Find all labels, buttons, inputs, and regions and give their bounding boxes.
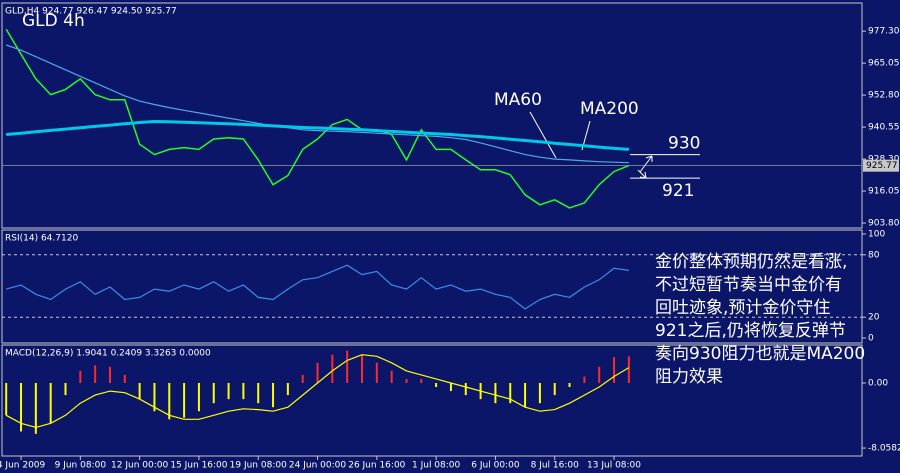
y-tick-label: -8.0582 <box>868 444 900 454</box>
y-tick-label: 80 <box>868 250 880 260</box>
ma-label: MA60 <box>494 90 542 110</box>
y-tick-label: 928.30 <box>868 155 900 165</box>
x-tick-label: 13 Jul 08:00 <box>587 461 641 471</box>
chart-subtitle: GLD,H4 924.77 926.47 924.50 925.77 <box>5 7 177 17</box>
x-tick-label: 9 Jun 08:00 <box>55 461 107 471</box>
ma-label: MA200 <box>580 99 639 119</box>
y-tick-label: 977.30 <box>868 27 900 37</box>
rsi-title: RSI(14) 64.7120 <box>5 234 78 244</box>
level-label: 921 <box>662 181 694 201</box>
macd-title: MACD(12,26,9) 1.9041 0.2409 3.3263 0.000… <box>5 349 211 359</box>
x-tick-label: 1 Jul 08:00 <box>412 461 461 471</box>
macd-panel <box>1 344 863 457</box>
x-tick-label: 8 Jul 16:00 <box>531 461 580 471</box>
arrow <box>637 155 653 179</box>
y-tick-label: 20 <box>868 313 880 323</box>
pointer <box>529 111 557 159</box>
y-tick-label: 940.55 <box>868 123 900 133</box>
rsi-panel <box>1 229 863 344</box>
price-panel <box>1 2 863 229</box>
x-tick-label: 15 Jun 16:00 <box>170 461 227 471</box>
x-tick-label: 26 Jun 16:00 <box>348 461 405 471</box>
note-line: 奏向930阻力也就是MA200 <box>655 344 865 364</box>
series-line <box>6 44 629 164</box>
x-tick-label: 6 Jul 00:00 <box>471 461 520 471</box>
series-line <box>5 28 630 209</box>
x-tick-label: 4 Jun 2009 <box>0 461 46 471</box>
y-tick-label: 0.00 <box>868 378 888 388</box>
level-label: 930 <box>668 134 700 154</box>
note-line: 回吐迹象,预计金价守住 <box>655 298 830 318</box>
y-tick-label: 916.05 <box>868 187 900 197</box>
price-box <box>863 159 899 172</box>
series-line <box>5 354 630 429</box>
y-tick-label: 0 <box>868 334 874 344</box>
series-line <box>6 119 630 151</box>
note-line: 金价整体预期仍然是看涨, <box>655 252 847 272</box>
price-label: 925.77 <box>866 161 898 171</box>
chart-title: GLD 4h <box>22 11 85 31</box>
y-tick-label: 100 <box>868 230 885 240</box>
note-line: 921之后,仍将恢复反弹节 <box>655 321 846 341</box>
x-tick-label: 24 Jun 00:00 <box>289 461 346 471</box>
x-tick-label: 12 Jun 00:00 <box>111 461 168 471</box>
x-tick-label: 19 Jun 08:00 <box>230 461 287 471</box>
y-tick-label: 965.05 <box>868 59 900 69</box>
series-line <box>6 264 629 310</box>
note-line: 不过短暂节奏当中金价有 <box>655 275 842 295</box>
y-tick-label: 903.80 <box>868 219 900 229</box>
note-line: 阻力效果 <box>655 367 723 387</box>
y-tick-label: 952.80 <box>868 91 900 101</box>
